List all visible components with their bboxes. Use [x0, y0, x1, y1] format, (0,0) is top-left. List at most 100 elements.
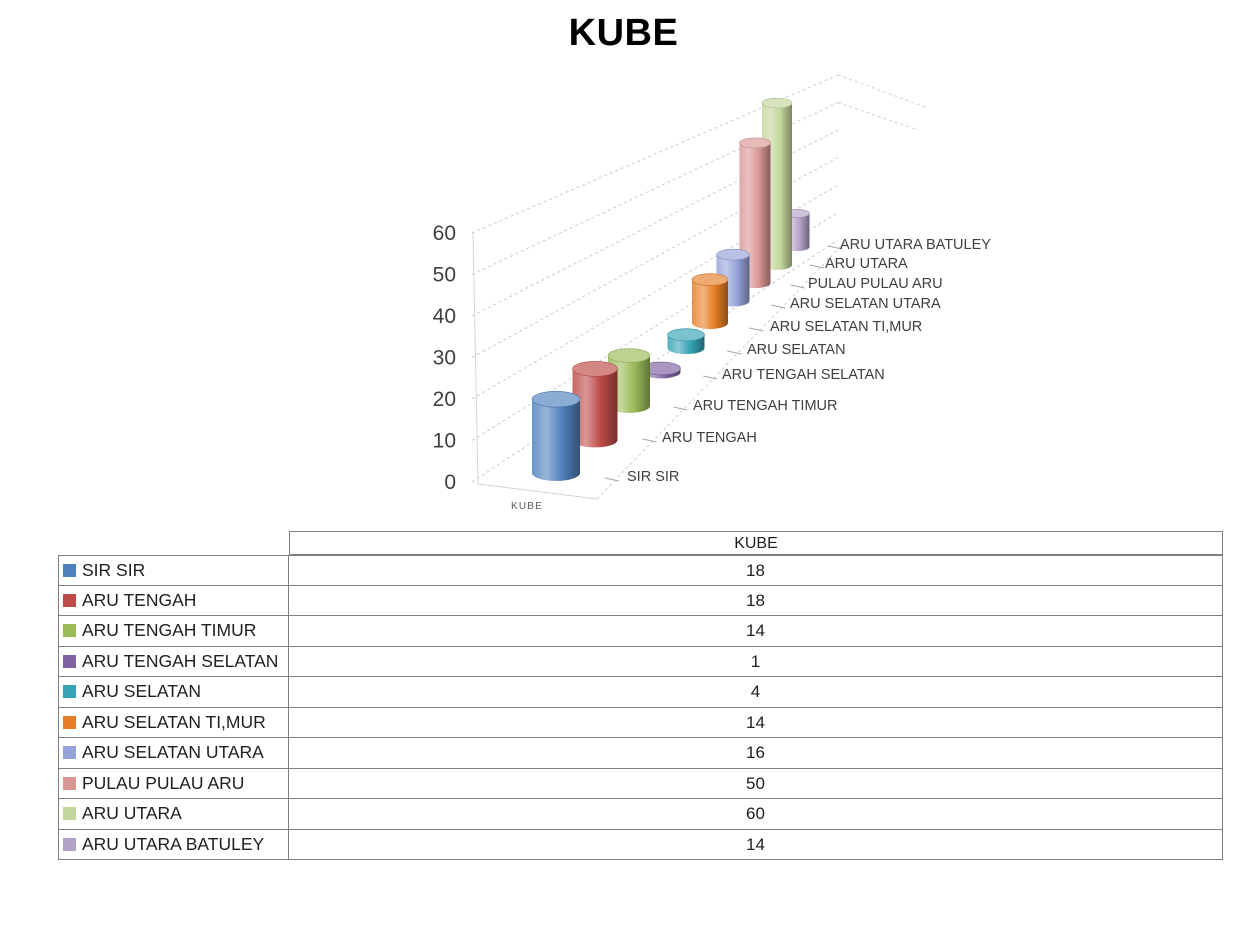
row-value: 14: [289, 707, 1223, 738]
value-axis-label-30: 30: [433, 347, 456, 370]
category-tick: [642, 438, 657, 443]
axis-and-floor-lines: [472, 232, 846, 500]
series-color-swatch-icon: [63, 715, 76, 729]
row-label: ARU TENGAH: [82, 589, 197, 610]
cylinder-bars: [531, 97, 810, 481]
category-label-aru-utara: ARU UTARA: [825, 256, 908, 272]
row-label: ARU SELATAN: [82, 681, 201, 702]
category-label-aru-selatan: ARU SELATAN: [747, 342, 846, 358]
value-axis-label-20: 20: [433, 388, 456, 411]
category-label-aru-selatan-ti-mur: ARU SELATAN TI,MUR: [770, 319, 922, 335]
row-value: 1: [289, 646, 1223, 677]
table-row: ARU SELATAN UTARA 16: [58, 738, 1223, 769]
table-row: PULAU PULAU ARU 50: [58, 768, 1223, 799]
row-label-cell: ARU TENGAH TIMUR: [58, 616, 289, 647]
kube-3d-cylinder-chart: SIR SIR ARU TENGAH ARU TENGAH TIMUR ARU TEN…: [433, 74, 991, 512]
row-label-cell: ARU TENGAH SELATAN: [58, 646, 289, 677]
category-axis-labels: SIR SIR ARU TENGAH ARU TENGAH TIMUR ARU TEN…: [605, 237, 991, 485]
row-value: 16: [289, 738, 1223, 769]
data-table: KUBE SIR SIR 18 ARU TENGAH 18 ARU TENGAH TIM…: [58, 531, 1223, 860]
table-row: ARU SELATAN 4: [58, 677, 1223, 708]
category-tick: [605, 477, 620, 482]
row-label-cell: SIR SIR: [58, 555, 289, 586]
series-color-swatch-icon: [63, 624, 76, 638]
table-row: ARU TENGAH SELATAN 1: [58, 646, 1223, 677]
category-tick: [703, 375, 718, 380]
table-body: SIR SIR 18 ARU TENGAH 18 ARU TENGAH TIMUR 14 A…: [58, 555, 1223, 860]
category-tick: [673, 406, 688, 411]
series-color-swatch-icon: [63, 654, 76, 668]
bar-aru-tengah: [572, 361, 618, 448]
row-label: SIR SIR: [82, 559, 146, 580]
row-label-cell: PULAU PULAU ARU: [58, 768, 289, 799]
series-color-swatch-icon: [63, 746, 76, 760]
row-value: 14: [289, 616, 1223, 647]
table-row: ARU TENGAH 18: [58, 585, 1223, 616]
table-row: SIR SIR 18: [58, 555, 1223, 586]
bar-sir-sir: [531, 390, 581, 481]
category-label-aru-utara-batuley: ARU UTARA BATULEY: [840, 237, 991, 253]
value-axis-line: [472, 232, 479, 485]
value-axis-label-60: 60: [433, 222, 456, 245]
table-row: ARU SELATAN TI,MUR 14: [58, 707, 1223, 738]
row-label-cell: ARU UTARA BATULEY: [58, 829, 289, 860]
row-label-cell: ARU SELATAN UTARA: [58, 738, 289, 769]
row-label-cell: ARU UTARA: [58, 799, 289, 830]
category-tick: [771, 304, 786, 309]
row-label: ARU UTARA: [82, 803, 182, 824]
table-row: ARU UTARA 60: [58, 799, 1223, 830]
category-tick: [727, 350, 742, 355]
row-label-cell: ARU TENGAH: [58, 585, 289, 616]
series-color-swatch-icon: [63, 563, 76, 577]
value-axis-label-50: 50: [433, 264, 456, 287]
value-axis-label-10: 10: [433, 430, 456, 453]
row-value: 18: [289, 555, 1223, 586]
series-color-swatch-icon: [63, 685, 76, 699]
chart-title: KUBE: [568, 12, 679, 54]
row-value: 14: [289, 829, 1223, 860]
row-label: ARU UTARA BATULEY: [82, 833, 265, 854]
category-label-sir-sir: SIR SIR: [627, 469, 679, 485]
series-color-swatch-icon: [63, 837, 76, 851]
backwall-gridline: [837, 74, 929, 109]
category-label-pulau-pulau-aru: PULAU PULAU ARU: [808, 276, 943, 292]
row-label: ARU SELATAN UTARA: [82, 742, 264, 763]
series-color-swatch-icon: [63, 593, 76, 607]
value-axis-labels: 0 10 20 30 40 50 60: [433, 222, 456, 494]
floor-front-edge: [477, 483, 598, 500]
category-tick: [828, 245, 843, 250]
bar-aru-tengah-selatan: [641, 361, 681, 379]
column-header-kube: KUBE: [289, 531, 1223, 555]
backwall-gridline: [837, 102, 919, 131]
row-value: 18: [289, 585, 1223, 616]
row-label: PULAU PULAU ARU: [82, 772, 245, 793]
row-label-cell: ARU SELATAN: [58, 677, 289, 708]
row-value: 60: [289, 799, 1223, 830]
depth-axis-label: KUBE: [511, 501, 543, 512]
table-header-row: KUBE: [58, 531, 1223, 555]
category-tick: [790, 284, 805, 289]
row-value: 4: [289, 677, 1223, 708]
table-row: ARU TENGAH TIMUR 14: [58, 616, 1223, 647]
category-label-aru-tengah-timur: ARU TENGAH TIMUR: [693, 398, 837, 414]
bar-aru-selatan: [667, 328, 705, 355]
gridline-0: [471, 239, 839, 483]
row-label: ARU SELATAN TI,MUR: [82, 711, 266, 732]
category-tick: [809, 264, 825, 269]
gridline-20: [471, 184, 839, 400]
series-color-swatch-icon: [63, 776, 76, 790]
row-label: ARU TENGAH SELATAN: [82, 650, 279, 671]
series-color-swatch-icon: [63, 807, 76, 821]
bar-aru-tengah-timur: [607, 348, 651, 413]
value-axis-label-0: 0: [444, 471, 456, 494]
category-label-aru-selatan-utara: ARU SELATAN UTARA: [790, 296, 941, 312]
header-spacer-cell: [58, 531, 289, 555]
row-label-cell: ARU SELATAN TI,MUR: [58, 707, 289, 738]
bar-aru-selatan-ti-mur: [691, 273, 729, 329]
category-label-aru-tengah-selatan: ARU TENGAH SELATAN: [722, 367, 885, 383]
category-label-aru-tengah: ARU TENGAH: [662, 430, 757, 446]
table-row: ARU UTARA BATULEY 14: [58, 829, 1223, 860]
category-tick: [749, 327, 764, 332]
value-axis-label-40: 40: [433, 305, 456, 328]
